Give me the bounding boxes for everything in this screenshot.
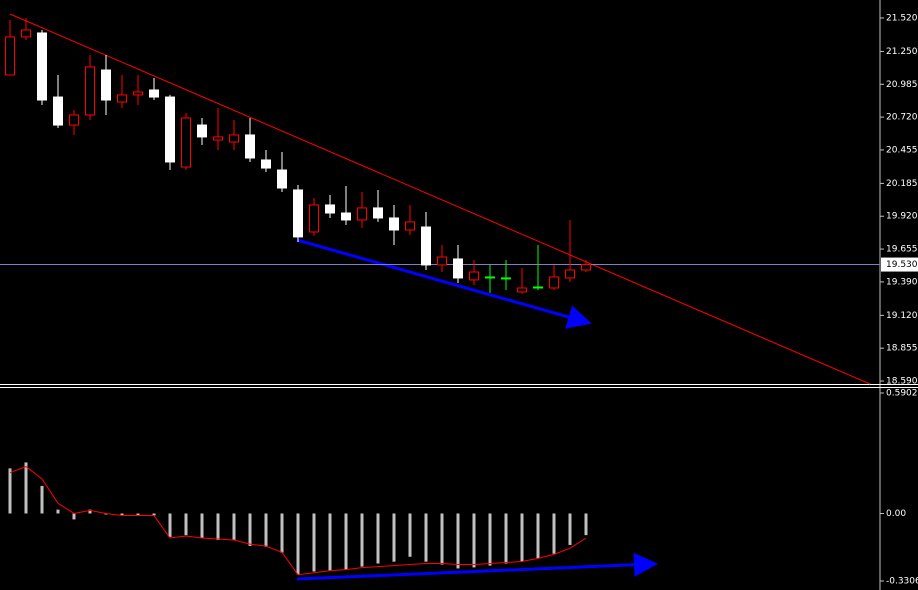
histogram-bar — [536, 513, 540, 559]
candle-body — [469, 271, 479, 281]
candle-body — [85, 66, 95, 116]
histogram-bar — [264, 513, 268, 547]
histogram-bar — [168, 513, 172, 537]
candle-body — [581, 264, 591, 271]
y-tick-label: 20.720 — [886, 113, 918, 123]
candle-body — [69, 114, 79, 126]
histogram-bar — [360, 513, 364, 567]
histogram-bar — [520, 513, 524, 562]
y-tick-label: 0.5902 — [886, 389, 918, 399]
candle-body — [501, 277, 511, 280]
candle-body — [37, 32, 47, 101]
y-tick-label: 21.250 — [886, 47, 918, 57]
y-tick-label: 19.390 — [886, 277, 918, 287]
histogram-bar — [504, 513, 508, 564]
candle-body — [229, 134, 239, 143]
y-tick-label: 19.920 — [886, 212, 918, 222]
candle-body — [421, 226, 431, 266]
trend-arrow — [296, 238, 592, 329]
candle-body — [389, 217, 399, 231]
histogram-bar — [296, 513, 300, 575]
histogram-bar — [40, 485, 44, 514]
histogram-bar — [440, 513, 444, 565]
y-tick-label: 19.655 — [886, 245, 918, 255]
candle-body — [149, 89, 159, 98]
histogram-bar — [88, 509, 92, 514]
candle-body — [245, 134, 255, 159]
y-tick-label: 20.455 — [886, 145, 918, 155]
histogram-bar — [472, 513, 476, 568]
histogram-bar — [280, 513, 284, 553]
y-tick-label: 18.855 — [886, 344, 918, 354]
histogram-bar — [376, 513, 380, 564]
candle-body — [549, 276, 559, 289]
histogram-bar — [8, 468, 12, 514]
y-tick-label: 19.120 — [886, 311, 918, 321]
histogram-bar — [72, 513, 76, 520]
y-tick-label: 18.590 — [886, 377, 918, 387]
y-tick-label: 21.520 — [886, 13, 918, 23]
y-tick-label: 20.985 — [886, 80, 918, 90]
candle-body — [165, 96, 175, 163]
candle-body — [101, 69, 111, 101]
histogram-bar — [104, 513, 108, 515]
histogram-bar — [408, 513, 412, 557]
histogram-bar — [328, 513, 332, 571]
candle-body — [309, 204, 319, 233]
histogram-bar — [488, 513, 492, 566]
candle-body — [117, 94, 127, 103]
current-price-box — [881, 257, 918, 272]
trend-arrow — [296, 552, 658, 581]
histogram-bar — [120, 513, 124, 516]
y-tick-label: 0.00 — [886, 509, 906, 519]
histogram-bar — [184, 513, 188, 536]
histogram-bar — [568, 513, 572, 545]
histogram-bar — [56, 509, 60, 514]
candle-body — [373, 207, 383, 219]
candle-body — [213, 136, 223, 141]
candle-body — [405, 221, 415, 231]
histogram-bar — [24, 462, 28, 514]
candle-body — [21, 29, 31, 38]
histogram-bar — [216, 513, 220, 541]
histogram-bar — [136, 513, 140, 516]
candle-body — [565, 269, 575, 279]
histogram-bar — [456, 513, 460, 569]
histogram-bar — [152, 513, 156, 516]
candle-body — [277, 169, 287, 189]
candle-body — [341, 212, 351, 221]
candle-body — [181, 117, 191, 168]
y-tick-label: 20.185 — [886, 179, 918, 189]
current-price-label: 19.530 — [886, 260, 918, 270]
histogram-bar — [312, 513, 316, 572]
histogram-bar — [392, 513, 396, 562]
signal-line — [9, 465, 587, 576]
histogram-bar — [248, 513, 252, 546]
y-tick-label: -0.3306 — [886, 577, 918, 587]
candle-body — [325, 204, 335, 214]
candle-body — [485, 276, 495, 279]
histogram-bar — [552, 513, 556, 554]
candle-body — [5, 36, 15, 76]
candle-body — [133, 91, 143, 96]
candle-body — [517, 287, 527, 293]
candle-body — [453, 258, 463, 279]
trend-line — [9, 13, 871, 385]
histogram-bar — [424, 513, 428, 562]
histogram-bar — [200, 513, 204, 539]
candle-body — [437, 256, 447, 266]
histogram-bar — [232, 513, 236, 541]
histogram-bar — [344, 513, 348, 570]
candle-body — [197, 124, 207, 138]
histogram-bar — [584, 513, 588, 536]
candle-body — [357, 207, 367, 221]
candle-body — [533, 286, 543, 289]
candle-body — [293, 189, 303, 238]
candle-body — [261, 159, 271, 169]
candle-body — [53, 96, 63, 126]
